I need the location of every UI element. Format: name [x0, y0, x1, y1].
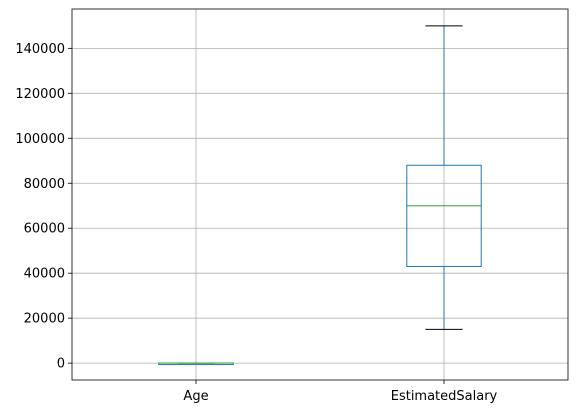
axis-layer: 0 20000 40000 60000 80000 100000 120000 140000 A… — [15, 8, 569, 404]
y-tick-label: 60000 — [24, 222, 65, 237]
box-age — [158, 362, 234, 366]
y-tick-label: 120000 — [15, 87, 65, 102]
box-estimatedsalary — [406, 25, 482, 330]
grid-layer — [72, 9, 568, 380]
y-tick-label: 20000 — [24, 312, 65, 327]
y-tick-label: 140000 — [15, 42, 65, 57]
y-tick-label: 80000 — [24, 177, 65, 192]
y-tick-label: 100000 — [15, 132, 65, 147]
x-tick-label: EstimatedSalary — [391, 389, 498, 404]
x-tick-label: Age — [183, 389, 208, 404]
box-layer — [158, 25, 482, 366]
plot-frame — [71, 8, 569, 381]
iqr-box — [406, 164, 482, 267]
y-tick-label: 40000 — [24, 267, 65, 282]
y-tick-label: 0 — [57, 357, 65, 372]
